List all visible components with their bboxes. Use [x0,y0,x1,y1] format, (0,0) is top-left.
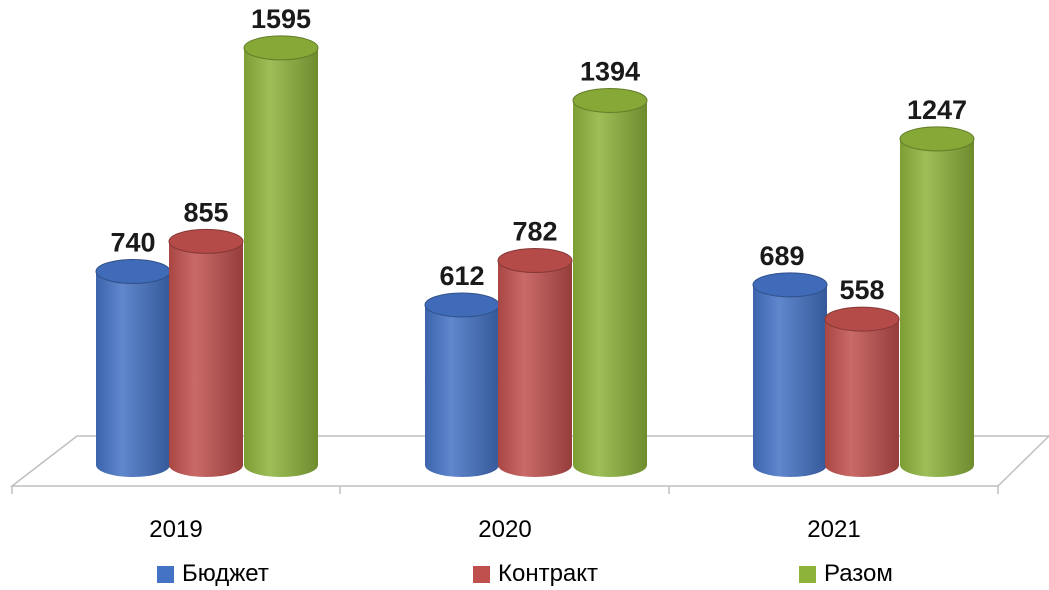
bar-top [243,35,319,61]
data-labels-group: 740 855 1595 612 782 1394 689 558 1247 [110,4,967,305]
bar-top [752,272,828,298]
legend: Бюджет Контракт Разом [0,560,1049,590]
bar-body [900,138,974,478]
data-label: 1394 [580,56,640,86]
bar-total-2020 [572,87,648,478]
data-label: 1595 [251,4,311,34]
bar-body [573,100,647,478]
legend-label-contract: Контракт [498,560,599,587]
legend-item-budget: Бюджет [157,560,269,588]
legend-item-total: Разом [799,560,893,588]
legend-swatch-budget [157,565,174,583]
bars-group [95,35,975,478]
bar-body [753,284,827,477]
data-label: 782 [512,217,557,247]
bar-body [169,241,243,477]
bar-body [825,319,899,477]
bar-top [497,248,573,274]
legend-item-contract: Контракт [473,560,598,588]
data-label: 689 [759,241,804,271]
bar-budget-2020 [424,292,500,477]
x-tick-label: 2020 [478,516,531,543]
bar-body [425,304,499,477]
bar-top [168,228,244,254]
legend-label-total: Разом [824,560,893,587]
data-label: 855 [183,197,228,227]
legend-label-budget: Бюджет [182,560,269,587]
bar-top [824,306,900,332]
bar-body [96,271,170,477]
bar-contract-2021 [824,306,900,477]
data-label: 558 [839,275,884,305]
bar-top [899,126,975,152]
bar-total-2021 [899,126,975,478]
bar-budget-2019 [95,258,171,477]
legend-swatch-total [799,565,816,583]
tick-labels-group: 2019 2020 2021 [149,516,860,543]
bar-top [572,87,648,113]
bar-contract-2020 [497,248,573,477]
x-tick-label: 2021 [807,516,860,543]
bar-contract-2019 [168,228,244,477]
data-label: 740 [110,227,155,257]
data-label: 612 [439,261,484,291]
x-tick-label: 2019 [149,516,202,543]
bar-total-2019 [243,35,319,477]
bar-body [498,260,572,477]
bar-top [95,258,171,284]
bar-body [244,47,318,477]
bar-budget-2021 [752,272,828,477]
legend-swatch-contract [473,565,490,583]
data-label: 1247 [907,95,967,125]
bar-top [424,292,500,318]
